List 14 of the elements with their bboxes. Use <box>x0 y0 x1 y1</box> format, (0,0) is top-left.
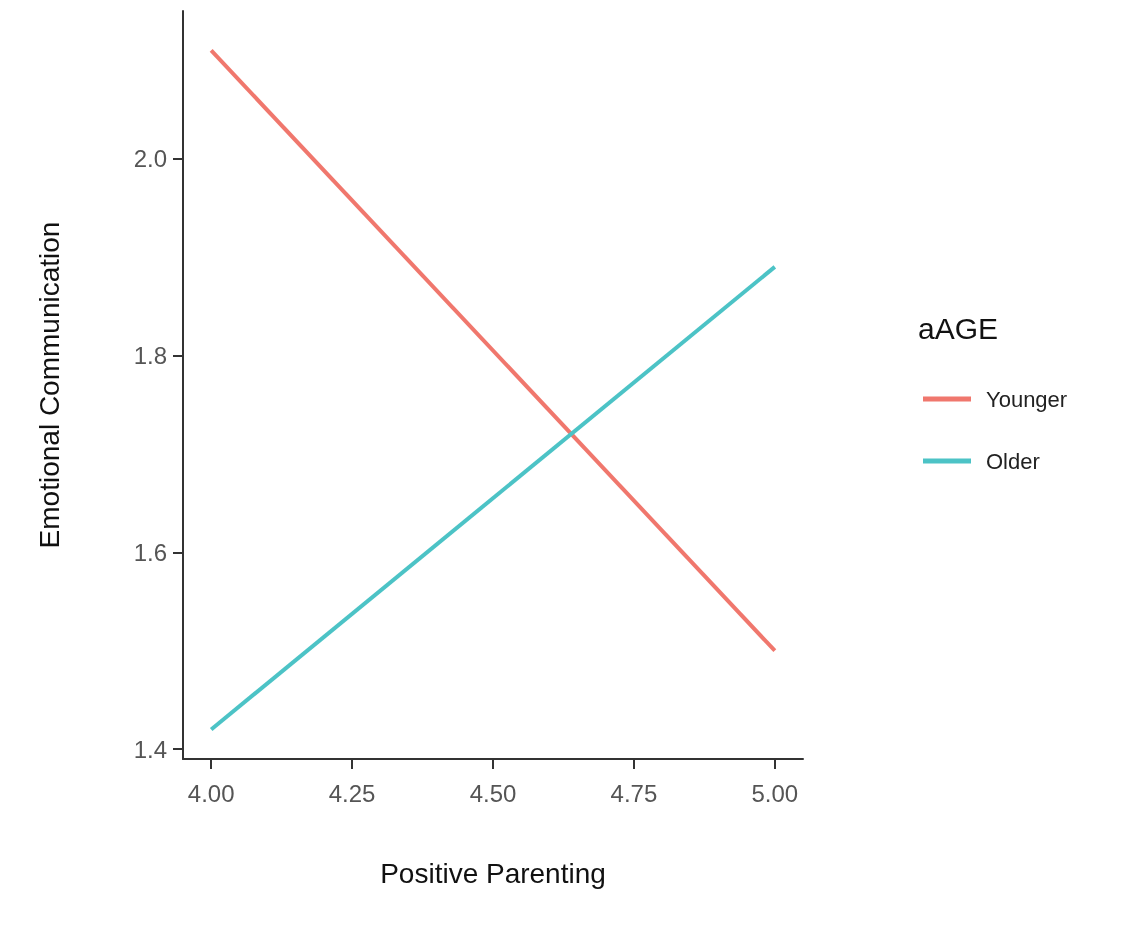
legend-label: Younger <box>986 386 1068 412</box>
y-tick-label: 2.0 <box>133 145 167 173</box>
y-tick-label: 1.8 <box>133 341 167 369</box>
x-tick-label: 4.50 <box>469 779 517 807</box>
x-axis-title: Positive Parenting <box>380 857 606 889</box>
x-tick-label: 4.00 <box>187 779 235 807</box>
legend-label: Older <box>986 448 1040 474</box>
y-tick-label: 1.6 <box>133 538 167 566</box>
legend-title: aAGE <box>918 311 999 345</box>
y-tick-label: 1.4 <box>133 735 167 763</box>
x-tick-label: 5.00 <box>751 779 799 807</box>
x-tick-label: 4.25 <box>328 779 376 807</box>
x-tick-label: 4.75 <box>610 779 658 807</box>
y-axis-title: Emotional Communication <box>33 221 65 549</box>
